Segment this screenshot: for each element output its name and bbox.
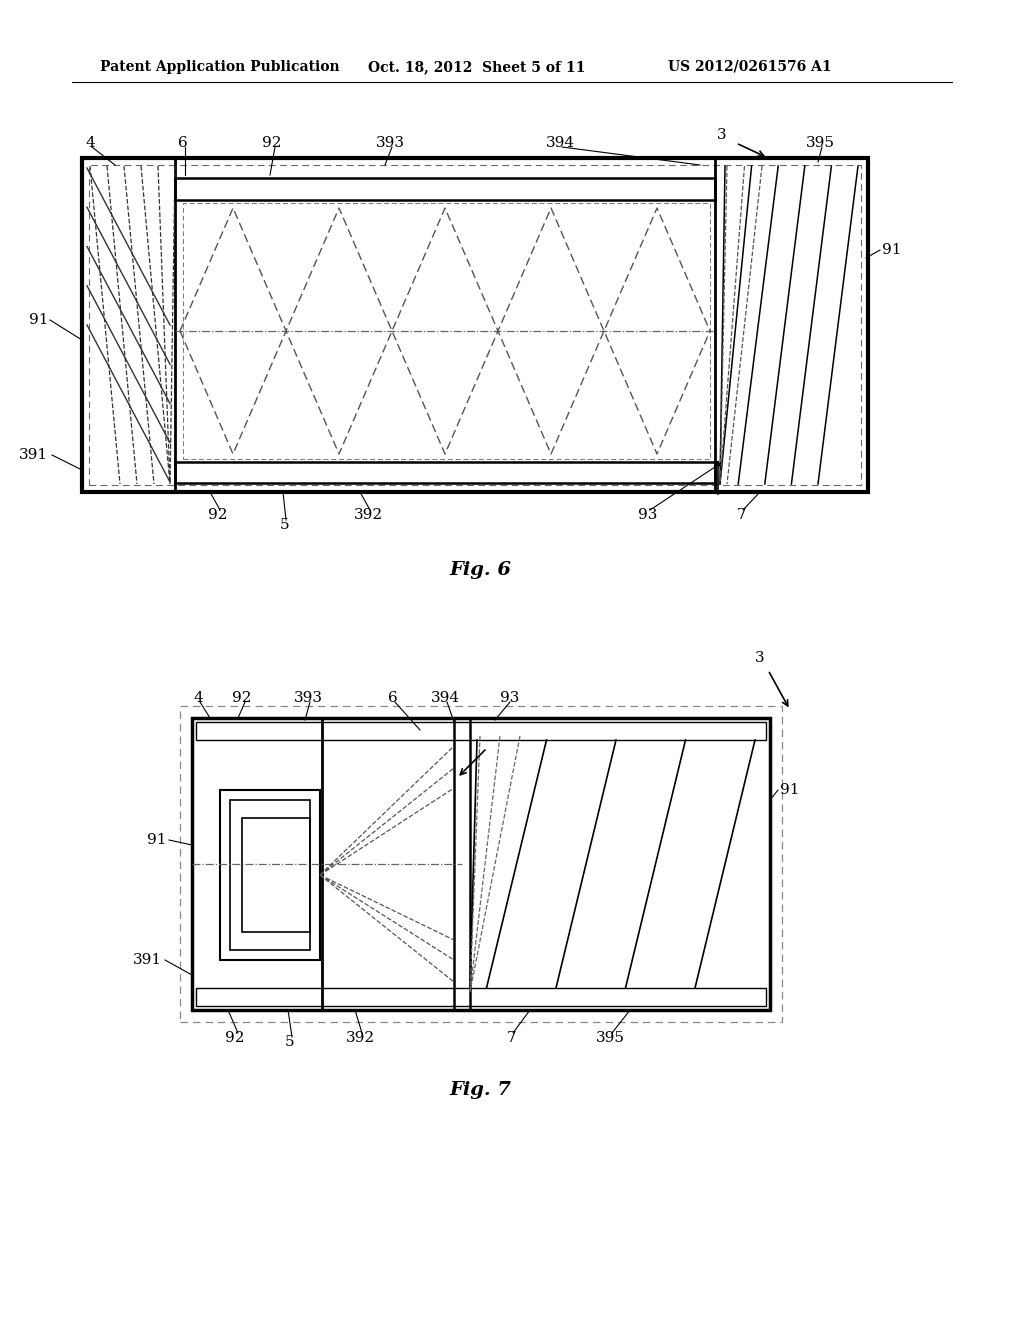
Text: 4: 4 (193, 690, 203, 705)
Text: 91: 91 (882, 243, 901, 257)
Text: 7: 7 (737, 508, 746, 521)
Text: Fig. 6: Fig. 6 (449, 561, 511, 579)
Text: Patent Application Publication: Patent Application Publication (100, 59, 340, 74)
Bar (183, 203, 710, 459)
Text: 93: 93 (638, 508, 657, 521)
Bar (230, 800, 310, 950)
Bar (454, 718, 470, 1010)
Bar (242, 818, 310, 932)
Text: Oct. 18, 2012  Sheet 5 of 11: Oct. 18, 2012 Sheet 5 of 11 (368, 59, 586, 74)
Text: 394: 394 (546, 136, 574, 150)
Text: US 2012/0261576 A1: US 2012/0261576 A1 (668, 59, 831, 74)
Text: 92: 92 (208, 508, 227, 521)
Bar (175, 178, 715, 201)
Text: 5: 5 (281, 517, 290, 532)
Text: 393: 393 (376, 136, 404, 150)
Bar (89, 165, 861, 484)
Text: Fig. 7: Fig. 7 (449, 1081, 511, 1100)
Bar (175, 462, 715, 483)
Bar (193, 718, 770, 1010)
Bar (220, 789, 319, 960)
Text: 6: 6 (178, 136, 187, 150)
Text: 7: 7 (507, 1031, 517, 1045)
Text: 392: 392 (345, 1031, 375, 1045)
Text: 394: 394 (430, 690, 460, 705)
Bar (196, 722, 766, 741)
Text: 91: 91 (29, 313, 48, 327)
Bar (193, 718, 322, 1010)
Text: 91: 91 (780, 783, 800, 797)
Bar (82, 158, 868, 492)
Text: 3: 3 (755, 651, 765, 665)
Text: 395: 395 (806, 136, 835, 150)
Text: 91: 91 (147, 833, 167, 847)
Text: 391: 391 (133, 953, 162, 968)
Text: 393: 393 (294, 690, 323, 705)
Text: 92: 92 (262, 136, 282, 150)
Bar (715, 158, 868, 492)
Bar (180, 706, 782, 1022)
Bar (196, 987, 766, 1006)
Text: 392: 392 (353, 508, 383, 521)
Text: 93: 93 (501, 690, 520, 705)
Text: 395: 395 (596, 1031, 625, 1045)
Text: 5: 5 (286, 1035, 295, 1049)
Text: 3: 3 (717, 128, 727, 143)
Text: 4: 4 (85, 136, 95, 150)
Bar (82, 158, 175, 492)
Text: 92: 92 (225, 1031, 245, 1045)
Text: 92: 92 (232, 690, 252, 705)
Text: 6: 6 (388, 690, 398, 705)
Text: 391: 391 (18, 447, 48, 462)
